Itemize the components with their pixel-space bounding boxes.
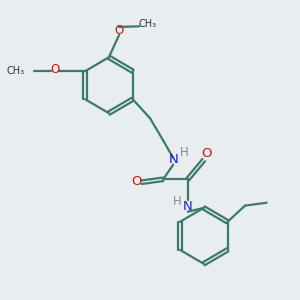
Text: O: O (201, 147, 211, 160)
Text: CH₃: CH₃ (6, 66, 24, 76)
Text: H: H (180, 146, 189, 159)
Text: O: O (50, 63, 59, 76)
Text: H: H (172, 195, 181, 208)
Text: O: O (131, 175, 142, 188)
Text: N: N (183, 200, 193, 213)
Text: O: O (114, 24, 124, 37)
Text: N: N (168, 153, 178, 166)
Text: CH₃: CH₃ (139, 19, 157, 29)
